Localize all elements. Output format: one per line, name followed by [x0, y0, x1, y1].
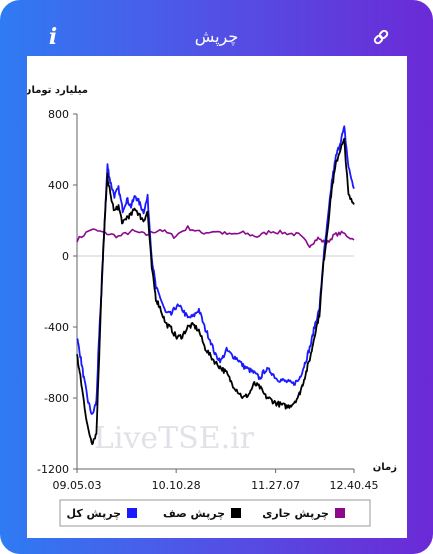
chart-card: 800 400 0 -400 -800 -1200 09.05.03 10.10.28 11.… [27, 56, 407, 538]
series-line-1 [76, 137, 355, 446]
y-tick-label: -1200 [37, 463, 69, 476]
legend-label: چرپش کل [67, 507, 122, 520]
x-tick-label: 10.10.28 [152, 479, 201, 492]
axes [76, 114, 354, 470]
info-icon[interactable]: i [48, 24, 58, 50]
legend-swatch [335, 508, 345, 518]
x-axis-label: زمان [373, 462, 397, 473]
legend-swatch [231, 508, 241, 518]
watermark: LiveTSE.ir [94, 421, 255, 456]
x-tick-label: 09.05.03 [53, 479, 102, 492]
y-tick-label: -800 [44, 392, 69, 405]
y-tick-label: -400 [44, 321, 69, 334]
series-line-0 [76, 125, 355, 415]
x-ticks: 09.05.03 10.10.28 11.27.07 12.40.45 [53, 469, 379, 492]
chart-svg: 800 400 0 -400 -800 -1200 09.05.03 10.10.28 11.… [27, 85, 397, 527]
x-tick-label: 12.40.45 [330, 479, 379, 492]
legend-label: چرپش جاری [262, 507, 329, 520]
y-axis-label: میلیارد تومان [27, 85, 88, 96]
link-icon[interactable] [372, 28, 390, 46]
legend-label: چرپش صف [163, 507, 225, 520]
legend-swatch [127, 508, 137, 518]
page-title: چرپش [194, 27, 239, 46]
header-bar: چرپش i [0, 0, 433, 56]
series-lines [76, 125, 355, 446]
y-tick-label: 400 [48, 179, 69, 192]
y-tick-label: 800 [48, 108, 69, 121]
x-tick-label: 11.27.07 [251, 479, 300, 492]
y-ticks: 800 400 0 -400 -800 -1200 [37, 108, 77, 476]
series-line-2 [76, 225, 355, 249]
legend-box [59, 499, 371, 527]
link-icon-graphic [373, 29, 389, 45]
y-tick-label: 0 [62, 250, 69, 263]
legend: چرپش کل چرپش صف چرپش جاری [59, 499, 371, 527]
